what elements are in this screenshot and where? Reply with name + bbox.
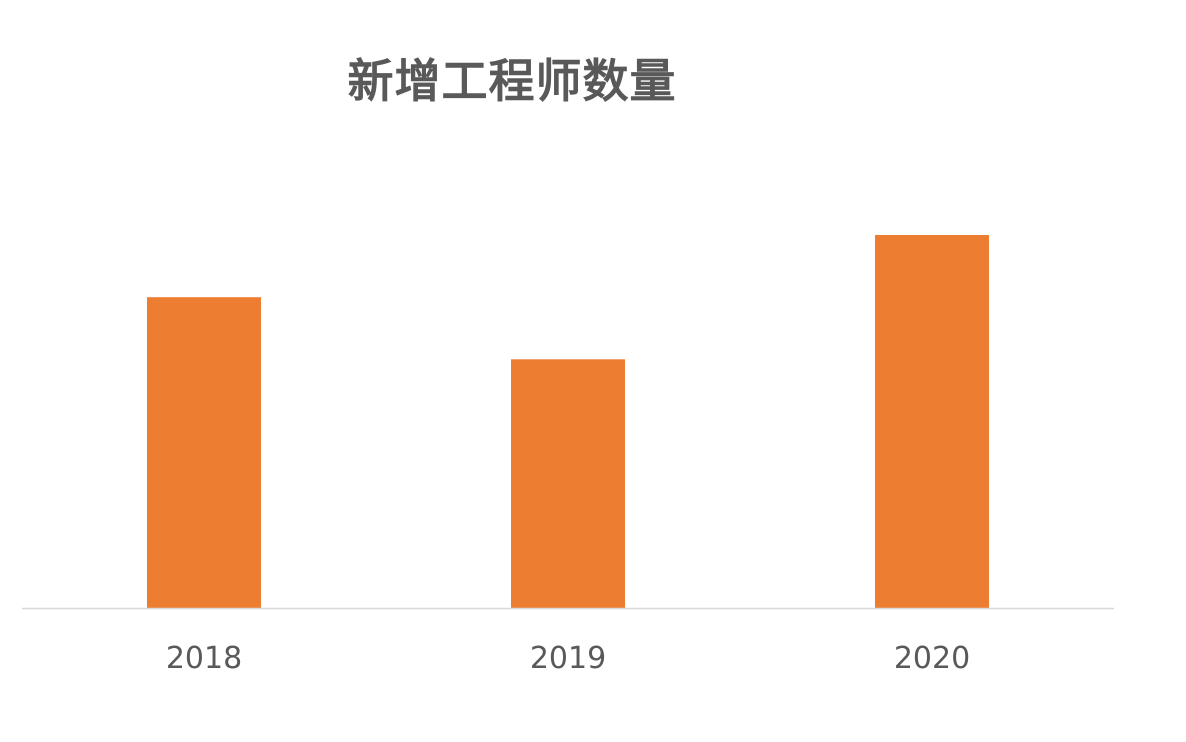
chart-title: 新增工程师数量 [347,54,677,108]
bar-2020 [875,235,989,608]
bar-2019 [511,359,625,608]
x-tick-label-2019: 2019 [530,641,606,676]
x-axis-tick-labels: 2018 2019 2020 [166,641,970,676]
bars-group [147,235,989,608]
bar-2018 [147,297,261,608]
x-tick-label-2018: 2018 [166,641,242,676]
x-tick-label-2020: 2020 [894,641,970,676]
